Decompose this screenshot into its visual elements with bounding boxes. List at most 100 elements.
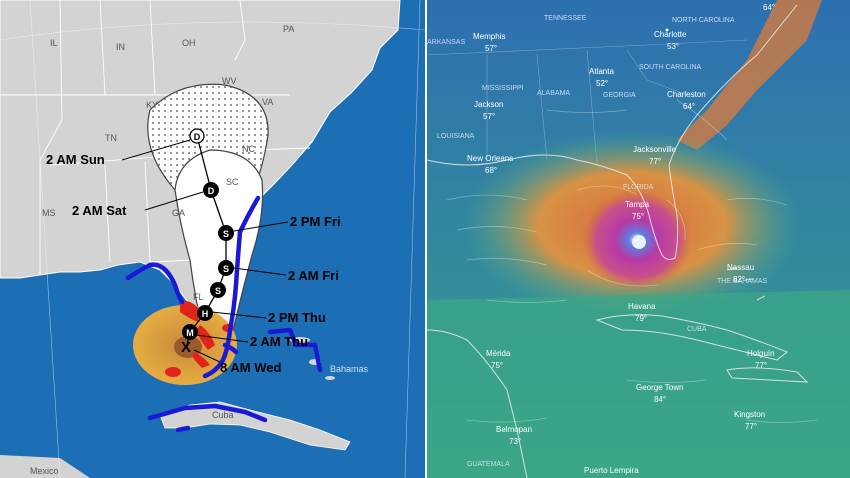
svg-text:77°: 77° xyxy=(745,422,757,431)
coastlines xyxy=(427,4,809,478)
city-charleston: Charleston 64° xyxy=(667,90,706,111)
svg-text:57°: 57° xyxy=(485,44,497,53)
hurricane-warning xyxy=(165,301,234,377)
svg-text:52°: 52° xyxy=(596,79,608,88)
svg-text:H: H xyxy=(202,309,209,319)
region-georgia: GEORGIA xyxy=(603,92,636,99)
svg-text:53°: 53° xyxy=(667,42,679,51)
city-merida: Mérida 75° xyxy=(486,349,511,370)
svg-text:S: S xyxy=(223,229,229,239)
svg-text:Jacksonville: Jacksonville xyxy=(633,145,677,154)
track-label-fri-2am: 2 AM Fri xyxy=(288,268,339,283)
city-nassau: Nassau 82° xyxy=(727,263,754,284)
panel-divider xyxy=(425,0,427,478)
marker-x: X xyxy=(181,339,191,356)
corner-temp: 64° xyxy=(763,3,775,12)
region-louisiana: LOUISIANA xyxy=(437,133,475,140)
region-guatemala: GUATEMALA xyxy=(467,461,510,468)
city-belmopan: Belmopan 73° xyxy=(496,425,532,446)
city-havana: Havana 79° xyxy=(628,302,656,323)
forecast-cone-map: D D S S S H M X IL IN OH PA KY WV xyxy=(0,0,425,478)
wind-streaks xyxy=(446,99,818,423)
svg-text:68°: 68° xyxy=(485,166,497,175)
svg-text:New Orleans: New Orleans xyxy=(467,154,513,163)
hurricane-eye xyxy=(632,235,646,249)
city-charlotte: Charlotte 53° xyxy=(654,30,687,51)
wind-map: ARKANSAS TENNESSEE NORTH CAROLINA MISSIS… xyxy=(427,0,850,478)
svg-text:75°: 75° xyxy=(491,361,503,370)
track-label-sun: 2 AM Sun xyxy=(46,152,105,167)
marker-d2: D xyxy=(203,182,219,198)
svg-text:D: D xyxy=(194,132,201,142)
svg-text:Puerto Lempira: Puerto Lempira xyxy=(584,466,639,475)
state-label-wv: WV xyxy=(222,76,237,86)
label-bahamas: Bahamas xyxy=(330,364,369,374)
svg-text:M: M xyxy=(186,328,194,338)
state-label-ga: GA xyxy=(172,208,185,218)
svg-text:Jackson: Jackson xyxy=(474,100,503,109)
region-arkansas: ARKANSAS xyxy=(427,39,465,46)
svg-text:Tampa: Tampa xyxy=(625,200,650,209)
region-the-bahamas: THE BAHAMAS xyxy=(717,278,768,285)
city-jackson: Jackson 57° xyxy=(474,100,503,121)
state-label-ms: MS xyxy=(42,208,56,218)
region-alabama: ALABAMA xyxy=(537,90,570,97)
city-kingston: Kingston 77° xyxy=(734,410,765,431)
region-south-carolina: SOUTH CAROLINA xyxy=(639,64,702,71)
svg-text:64°: 64° xyxy=(683,102,695,111)
state-label-va: VA xyxy=(262,97,273,107)
svg-text:84°: 84° xyxy=(654,395,666,404)
track-label-thu-2pm: 2 PM Thu xyxy=(268,310,326,325)
state-label-sc: SC xyxy=(226,177,239,187)
svg-text:Charlotte: Charlotte xyxy=(654,30,687,39)
wind-band-atlantic xyxy=(677,0,822,150)
marker-s3: S xyxy=(210,282,226,298)
svg-text:75°: 75° xyxy=(632,212,644,221)
graticule xyxy=(0,0,425,478)
track-label-thu-2am: 2 AM Thu xyxy=(250,334,308,349)
svg-text:77°: 77° xyxy=(649,157,661,166)
state-borders-wind xyxy=(427,39,748,166)
state-label-il: IL xyxy=(50,38,58,48)
region-north-carolina: NORTH CAROLINA xyxy=(672,17,735,24)
city-memphis: Memphis 57° xyxy=(473,32,505,53)
svg-text:Havana: Havana xyxy=(628,302,656,311)
mexico-landmass xyxy=(0,455,90,478)
svg-text:Nassau: Nassau xyxy=(727,263,754,272)
state-label-oh: OH xyxy=(182,38,196,48)
label-mexico: Mexico xyxy=(30,466,59,476)
marker-h: H xyxy=(197,305,213,321)
svg-text:S: S xyxy=(215,286,221,296)
tropical-storm-warning xyxy=(125,195,323,433)
city-jacksonville: Jacksonville 77° xyxy=(633,145,677,166)
city-holguin: Holguín 77° xyxy=(747,349,775,370)
state-label-in: IN xyxy=(116,42,125,52)
city-dots xyxy=(635,28,669,242)
state-label-nc: NC xyxy=(242,144,255,154)
city-puerto-lempira: Puerto Lempira xyxy=(584,466,639,475)
svg-text:79°: 79° xyxy=(635,314,647,323)
city-new-orleans: New Orleans 68° xyxy=(467,154,513,175)
city-george-town: George Town 84° xyxy=(636,383,683,404)
svg-text:S: S xyxy=(223,264,229,274)
marker-s2: S xyxy=(218,260,234,276)
marker-s1: S xyxy=(218,225,234,241)
state-label-tn: TN xyxy=(105,133,117,143)
state-label-fl: FL xyxy=(193,292,204,302)
region-florida: FLORIDA xyxy=(623,184,654,191)
state-label-ky: KY xyxy=(146,100,158,110)
svg-text:82°: 82° xyxy=(733,275,745,284)
svg-text:Mérida: Mérida xyxy=(486,349,511,358)
svg-text:Holguín: Holguín xyxy=(747,349,775,358)
label-cuba: Cuba xyxy=(212,410,234,420)
svg-text:D: D xyxy=(208,186,215,196)
track-label-fri-2pm: 2 PM Fri xyxy=(290,214,341,229)
svg-text:57°: 57° xyxy=(483,112,495,121)
wind-band-caribbean xyxy=(427,290,850,478)
track-label-sat: 2 AM Sat xyxy=(72,203,127,218)
state-label-pa: PA xyxy=(283,24,294,34)
svg-text:77°: 77° xyxy=(755,361,767,370)
marker-m: M xyxy=(182,324,198,340)
svg-text:Atlanta: Atlanta xyxy=(589,67,614,76)
svg-text:Memphis: Memphis xyxy=(473,32,505,41)
